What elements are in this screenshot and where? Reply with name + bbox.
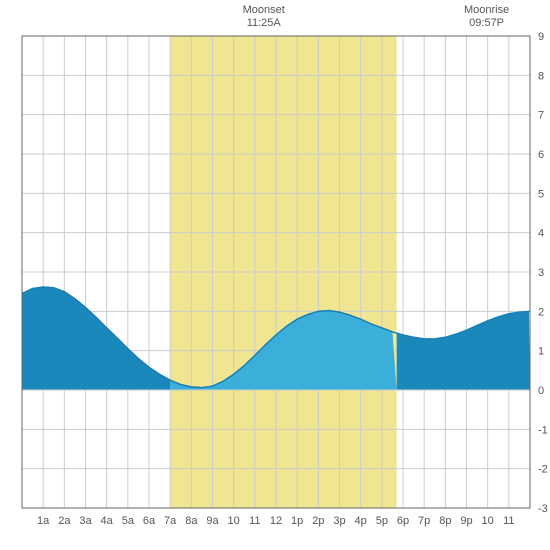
svg-text:7a: 7a (164, 515, 177, 527)
svg-text:10: 10 (482, 515, 494, 527)
svg-text:-2: -2 (538, 464, 548, 476)
svg-text:2a: 2a (58, 515, 71, 527)
svg-text:4a: 4a (101, 515, 114, 527)
tide-chart: Moonset 11:25A Moonrise 09:57P 1a2a3a4a5… (0, 0, 550, 550)
svg-text:11: 11 (249, 515, 260, 527)
svg-text:6: 6 (538, 149, 544, 161)
svg-text:4: 4 (538, 228, 544, 240)
svg-text:9a: 9a (206, 515, 219, 527)
chart-svg: 1a2a3a4a5a6a7a8a9a1011121p2p3p4p5p6p7p8p… (0, 0, 550, 550)
svg-text:2p: 2p (312, 515, 324, 527)
svg-text:8: 8 (538, 70, 544, 82)
svg-text:5p: 5p (376, 515, 388, 527)
moonset-label: Moonset 11:25A (234, 4, 294, 30)
svg-text:10: 10 (228, 515, 240, 527)
svg-text:1: 1 (538, 346, 544, 358)
moonrise-title: Moonrise (457, 4, 517, 17)
svg-text:2: 2 (538, 306, 544, 318)
moonset-title: Moonset (234, 4, 294, 17)
chart-header: Moonset 11:25A Moonrise 09:57P (0, 4, 550, 34)
svg-text:5: 5 (538, 188, 544, 200)
svg-text:8a: 8a (185, 515, 198, 527)
svg-text:7: 7 (538, 110, 544, 122)
moonrise-time: 09:57P (457, 17, 517, 30)
svg-text:6p: 6p (397, 515, 409, 527)
svg-text:-3: -3 (538, 503, 548, 515)
svg-text:0: 0 (538, 385, 544, 397)
svg-text:6a: 6a (143, 515, 156, 527)
svg-text:4p: 4p (355, 515, 367, 527)
moonrise-label: Moonrise 09:57P (457, 4, 517, 30)
svg-text:1a: 1a (37, 515, 50, 527)
svg-text:12: 12 (270, 515, 282, 527)
svg-text:5a: 5a (122, 515, 135, 527)
svg-text:9p: 9p (460, 515, 472, 527)
svg-text:1p: 1p (291, 515, 303, 527)
svg-text:8p: 8p (439, 515, 451, 527)
svg-text:-1: -1 (538, 424, 548, 436)
moonset-time: 11:25A (234, 17, 294, 30)
svg-text:11: 11 (503, 515, 514, 527)
svg-text:3a: 3a (79, 515, 92, 527)
svg-text:3p: 3p (333, 515, 345, 527)
svg-text:7p: 7p (418, 515, 430, 527)
svg-text:3: 3 (538, 267, 544, 279)
